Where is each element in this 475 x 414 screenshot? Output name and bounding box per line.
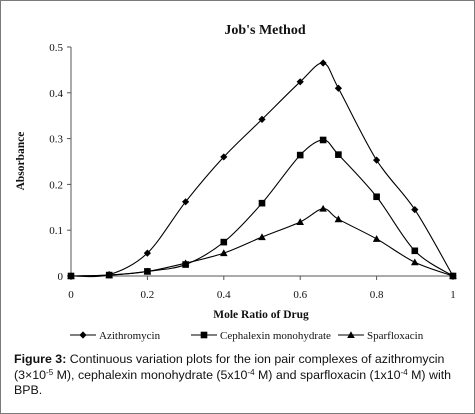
data-point xyxy=(372,235,381,242)
data-point xyxy=(449,272,457,279)
figure-caption: Figure 3: Continuous variation plots for… xyxy=(14,352,466,399)
x-tick-label: 1 xyxy=(450,289,456,301)
data-point xyxy=(334,215,343,223)
axes: 0 0.1 0.2 0.3 0.4 0.5 0 0.2 0.4 0.6 0.8 1 xyxy=(49,42,456,301)
data-point xyxy=(319,136,327,144)
data-point xyxy=(319,204,327,212)
data-point xyxy=(220,249,228,257)
caption-exponent-2: -4 xyxy=(247,367,255,377)
x-tick-label: 0 xyxy=(68,289,74,301)
series-1 xyxy=(67,136,457,280)
y-tick-label: 0.3 xyxy=(49,134,63,146)
series-line xyxy=(70,139,454,277)
data-point xyxy=(105,271,113,279)
legend-label: Cephalexin monohydrate xyxy=(220,330,331,342)
data-point xyxy=(258,199,266,207)
data-point xyxy=(67,272,75,279)
legend-marker xyxy=(200,331,208,339)
data-point xyxy=(143,267,152,275)
data-point xyxy=(182,198,190,206)
data-point xyxy=(143,249,151,257)
series-line xyxy=(70,62,454,278)
caption-text-2: M), cephalexin monohydrate (5x10 xyxy=(53,367,248,382)
y-tick-label: 0.1 xyxy=(49,225,63,237)
caption-text-4: M) with BPB. xyxy=(14,367,452,398)
caption-label: Figure 3: xyxy=(14,352,67,366)
data-point xyxy=(296,78,304,86)
x-tick-label: 0.8 xyxy=(370,289,384,301)
data-point xyxy=(373,156,381,164)
legend-label: Azithromycin xyxy=(99,330,161,342)
chart-title: Job's Method xyxy=(224,23,306,38)
data-point xyxy=(411,205,419,214)
data-point xyxy=(220,238,228,246)
jobs-method-chart: Job's Method Absorbance Mole Ratio of Dr… xyxy=(15,23,457,342)
legend-marker xyxy=(79,331,87,339)
x-tick-label: 0.4 xyxy=(217,289,231,301)
series-line xyxy=(70,208,454,277)
data-point xyxy=(296,151,304,159)
data-point xyxy=(411,258,419,266)
caption-text-3: M) and sparfloxacin (1x10 xyxy=(254,367,401,382)
data-point xyxy=(181,259,190,267)
data-point xyxy=(319,59,327,67)
y-tick-label: 0.4 xyxy=(49,88,63,100)
series-layer xyxy=(67,59,457,280)
series-2 xyxy=(67,204,457,279)
data-point xyxy=(220,153,228,161)
x-axis-label: Mole Ratio of Drug xyxy=(213,309,309,321)
data-point xyxy=(258,233,266,241)
data-point xyxy=(373,193,380,201)
caption-text-1: Continuous variation plots for the ion p… xyxy=(14,352,445,382)
y-axis-label: Absorbance xyxy=(15,132,27,191)
x-tick-label: 0.2 xyxy=(141,289,155,301)
caption-exponent-1: -5 xyxy=(46,367,54,377)
data-point xyxy=(335,151,342,158)
data-point xyxy=(296,218,304,225)
y-tick-label: 0 xyxy=(58,271,64,283)
series-0 xyxy=(67,59,457,280)
legend: Azithromycin Cephalexin monohydrate Sparfl… xyxy=(70,330,424,342)
data-point xyxy=(334,84,342,92)
legend-label: Sparfloxacin xyxy=(367,330,424,342)
data-point xyxy=(258,115,266,123)
data-point xyxy=(411,247,419,255)
caption-exponent-3: -4 xyxy=(400,367,408,377)
legend-marker xyxy=(347,331,355,338)
x-tick-label: 0.6 xyxy=(293,289,307,301)
y-tick-label: 0.2 xyxy=(49,179,63,191)
y-tick-label: 0.5 xyxy=(49,42,63,54)
